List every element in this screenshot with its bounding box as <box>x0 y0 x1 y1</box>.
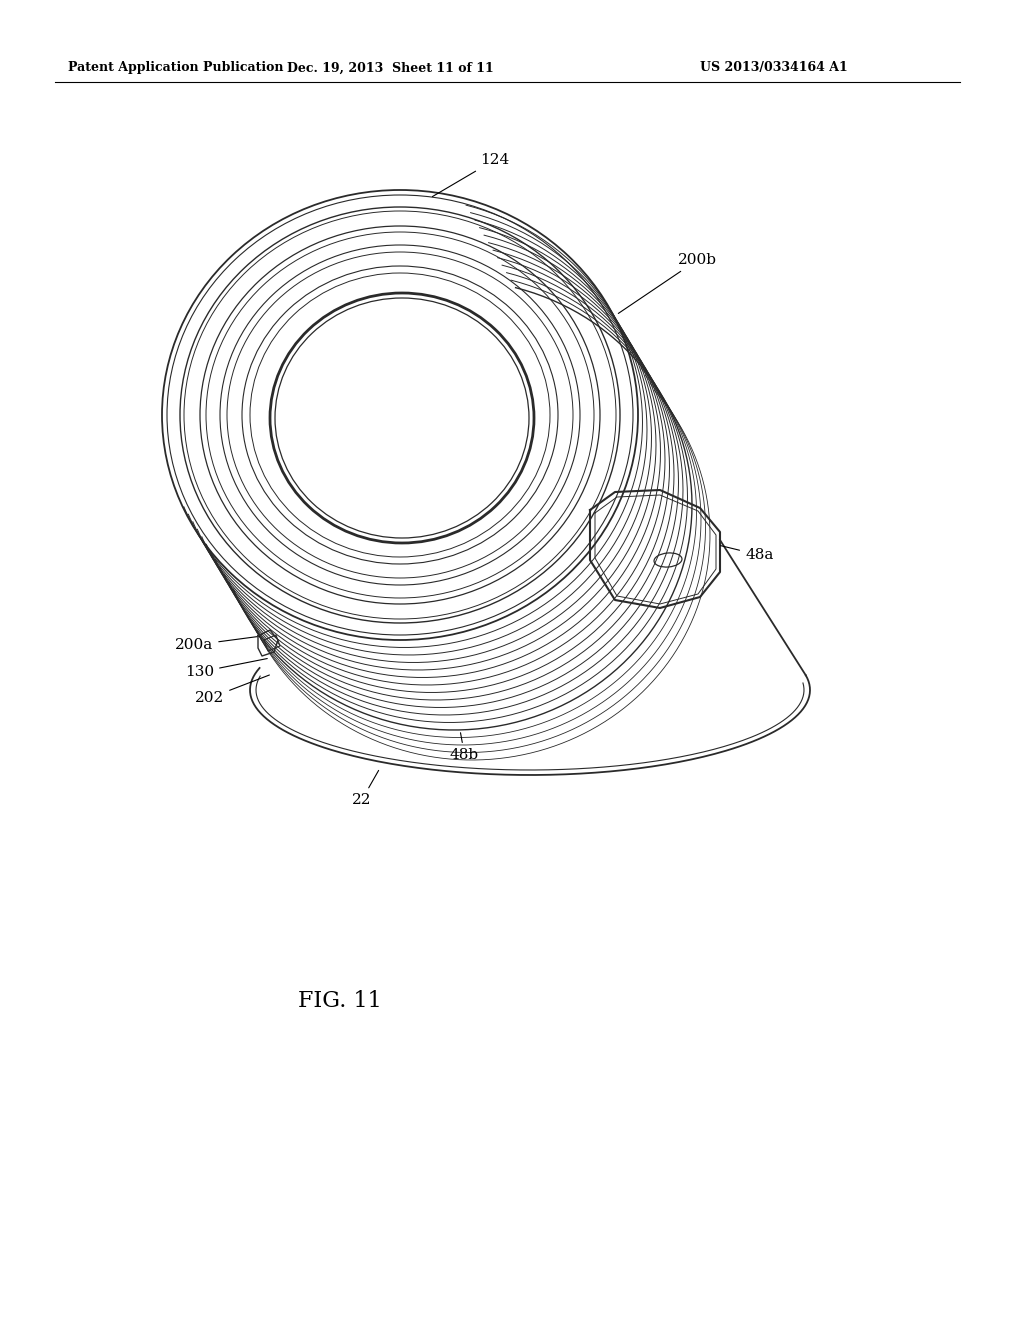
Text: 202: 202 <box>195 675 269 705</box>
Text: 200a: 200a <box>175 636 259 652</box>
Text: 130: 130 <box>185 659 267 678</box>
Text: Patent Application Publication: Patent Application Publication <box>68 62 284 74</box>
Text: US 2013/0334164 A1: US 2013/0334164 A1 <box>700 62 848 74</box>
Text: 200b: 200b <box>618 253 717 313</box>
Text: 48a: 48a <box>721 545 773 562</box>
Text: 124: 124 <box>432 153 509 197</box>
Text: 48b: 48b <box>450 733 479 762</box>
Text: Dec. 19, 2013  Sheet 11 of 11: Dec. 19, 2013 Sheet 11 of 11 <box>287 62 494 74</box>
Text: FIG. 11: FIG. 11 <box>298 990 382 1012</box>
Text: 22: 22 <box>352 771 379 807</box>
